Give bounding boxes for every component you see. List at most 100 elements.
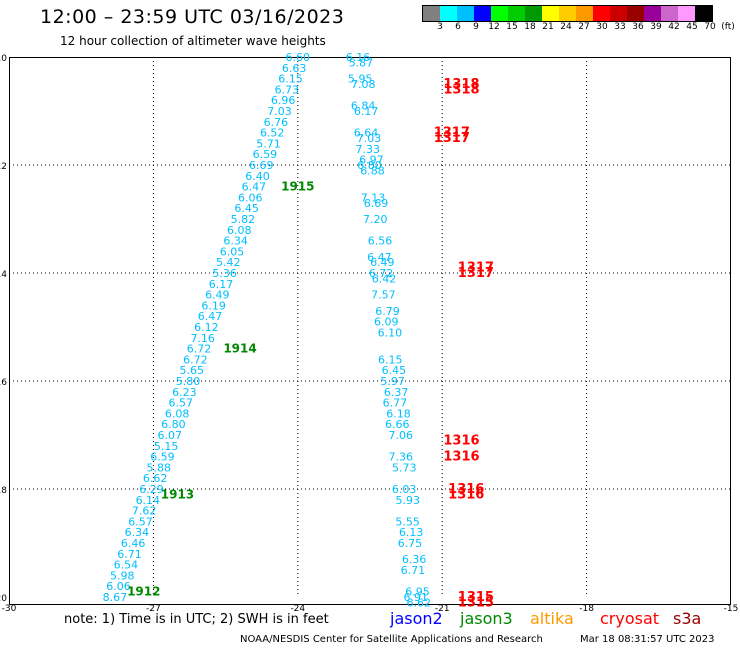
wave-height-label: 6.10 [378,326,403,339]
lon-tick-label: -24 [290,604,305,614]
color-scale-label: 33 [614,22,626,32]
color-scale-label: 36 [632,22,644,32]
page-subtitle: 12 hour collection of altimeter wave hei… [60,34,326,48]
wave-height-label: 6.05 [220,245,245,258]
wave-height-label: 7.16 [190,332,215,345]
wave-height-label: 6.80 [161,418,186,431]
wave-height-label: 5.98 [110,569,135,582]
footer-credit: NOAA/NESDIS Center for Satellite Applica… [240,634,543,645]
wave-height-label: 6.45 [382,364,407,377]
legend-s3a: s3a [673,609,702,628]
pass-time-label: 1915 [281,180,314,194]
wave-height-label: 6.14 [136,494,161,507]
wave-height-label: 6.45 [234,202,259,215]
wave-height-label: 5.93 [395,494,420,507]
wave-height-label: 6.46 [121,537,146,550]
wave-height-label: 6.29 [139,483,164,496]
wave-height-label: 6.56 [368,235,393,248]
lon-tick-label: -21 [435,604,450,614]
pass-time-label: 1317 [458,261,494,276]
wave-height-label: 6.69 [364,197,389,210]
pass-time-label: 1317 [434,131,470,146]
wave-height-label: 6.57 [128,515,153,528]
color-scale-label: 24 [560,22,572,32]
color-scale-label: 70 [704,22,716,32]
color-scale-label: 3 [437,22,443,32]
lat-tick-label: -14 [0,270,7,280]
color-scale-label: (ft) [721,22,735,32]
pass-time-label: 1317 [434,126,470,141]
wave-height-label: 7.08 [351,78,376,91]
wave-height-label: 6.64 [354,127,379,140]
wave-height-label: 6.37 [384,386,409,399]
color-swatch [593,6,610,21]
wave-height-label: 6.47 [367,251,392,264]
color-scale-label: 6 [455,22,461,32]
legend-cryosat: cryosat [600,609,660,628]
wave-height-label: 6.62 [143,472,168,485]
wave-height-label: 6.73 [275,83,300,96]
wave-height-label: 6.57 [168,397,193,410]
wave-height-label: 5.80 [176,375,201,388]
wave-height-label: 6.96 [271,94,296,107]
color-scale-label: 27 [578,22,590,32]
lon-tick-label: -15 [724,604,739,614]
wave-height-label: 6.72 [369,267,394,280]
wave-height-label: 5.65 [179,364,204,377]
wave-height-label: 5.15 [154,440,179,453]
wave-height-label: 5.36 [212,267,237,280]
wave-height-label: 6.88 [360,164,385,177]
wave-height-label: 6.80 [357,159,382,172]
color-swatch [474,6,491,21]
lat-tick-label: -10 [0,54,7,64]
color-swatch [610,6,627,21]
wave-height-label: 6.62 [406,596,431,609]
wave-height-label: 6.47 [242,181,267,194]
wave-height-label: 6.15 [378,353,403,366]
wave-height-label: 6.69 [249,159,274,172]
wave-height-label: 5.88 [147,461,172,474]
color-scale-label: 45 [686,22,698,32]
wave-height-label: 8.67 [103,591,128,604]
wave-height-label: 6.72 [187,343,212,356]
wave-height-label: 6.95 [405,586,430,599]
wave-height-label: 6.77 [383,397,408,410]
wave-height-label: 6.03 [392,483,417,496]
wave-height-label: 6.91 [403,591,428,604]
color-swatch [423,6,440,21]
wave-height-label: 6.16 [346,51,371,64]
wave-height-label: 6.75 [398,537,423,550]
color-scale-labels: 3 6 9 12 15 18 21 24 27 30 33 36 39 42 45 70 (ft) [422,22,735,34]
wave-height-label: 5.73 [392,461,417,474]
pass-time-label: 1913 [161,487,194,501]
color-scale-bar [422,5,713,22]
wave-height-label: 6.49 [205,289,230,302]
wave-height-label: 6.08 [165,407,190,420]
wave-height-label: 7.03 [267,105,292,118]
color-swatch [457,6,474,21]
lat-tick-label: -18 [0,486,7,496]
wave-height-label: 6.36 [402,553,427,566]
wave-height-label: 6.54 [114,559,139,572]
lat-tick-label: -12 [0,162,7,172]
color-swatch [678,6,695,21]
wave-height-label: 5.87 [349,56,374,69]
lat-tick-label: -16 [0,378,7,388]
color-swatch [661,6,678,21]
legend-altika: altika [530,609,574,628]
color-scale-label: 12 [488,22,500,32]
wave-height-label: 6.18 [386,407,411,420]
pass-time-label: 1318 [443,82,479,97]
wave-height-label: 6.79 [375,305,400,318]
wave-height-label: 6.59 [253,148,278,161]
wave-height-label: 7.20 [363,213,388,226]
lon-tick-label: -30 [2,604,17,614]
wave-height-label: 5.95 [348,73,373,86]
color-swatch [508,6,525,21]
wave-height-label: 6.72 [183,353,208,366]
legend-jason3: jason3 [460,609,513,628]
wave-height-label: 7.62 [132,505,157,518]
wave-height-label: 7.06 [389,429,414,442]
wave-height-label: 6.08 [227,224,252,237]
